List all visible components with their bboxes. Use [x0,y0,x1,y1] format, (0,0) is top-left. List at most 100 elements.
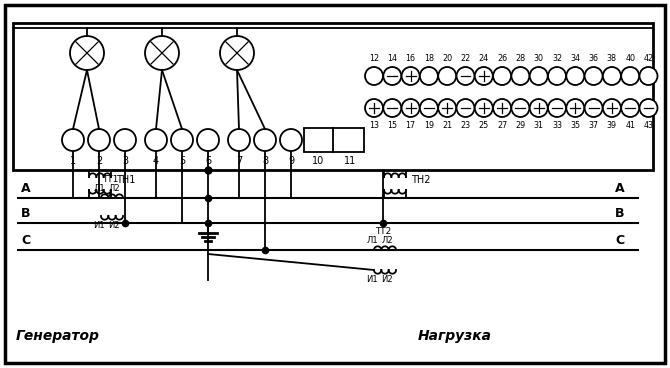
Text: 1: 1 [70,156,76,166]
Text: 2: 2 [96,156,102,166]
Circle shape [88,129,110,151]
Text: C: C [615,234,624,247]
Bar [304,128,364,152]
Text: 16: 16 [405,54,415,63]
Text: TT2: TT2 [375,227,391,236]
Circle shape [420,67,438,85]
Text: 13: 13 [369,121,379,130]
Text: Генератор: Генератор [16,329,100,343]
Text: 39: 39 [607,121,617,130]
Circle shape [603,99,621,117]
Text: 23: 23 [460,121,470,130]
Circle shape [530,67,547,85]
Circle shape [475,99,493,117]
Text: 29: 29 [515,121,525,130]
Text: 24: 24 [479,54,489,63]
Text: 12: 12 [369,54,379,63]
Circle shape [114,129,136,151]
Circle shape [70,36,104,70]
Text: 28: 28 [515,54,525,63]
Text: 10: 10 [312,156,324,166]
Circle shape [621,99,639,117]
Circle shape [438,67,456,85]
Circle shape [639,99,657,117]
Circle shape [603,67,621,85]
Circle shape [493,99,511,117]
Circle shape [493,67,511,85]
Text: TT1: TT1 [102,175,118,184]
Text: Л2: Л2 [381,236,393,245]
Circle shape [383,99,401,117]
Text: 43: 43 [643,121,653,130]
Circle shape [228,129,250,151]
Text: 4: 4 [153,156,159,166]
Text: C: C [21,234,30,247]
Circle shape [401,67,419,85]
Circle shape [566,67,584,85]
Circle shape [456,99,474,117]
Circle shape [145,36,179,70]
Text: 42: 42 [643,54,653,63]
Text: 15: 15 [387,121,397,130]
Circle shape [62,129,84,151]
Text: B: B [21,207,31,220]
Text: И2: И2 [381,275,393,284]
Text: 36: 36 [589,54,598,63]
Circle shape [548,99,566,117]
Text: 26: 26 [497,54,507,63]
Circle shape [280,129,302,151]
Text: 17: 17 [405,121,415,130]
Circle shape [511,67,529,85]
Circle shape [365,99,383,117]
Circle shape [383,67,401,85]
Circle shape [420,99,438,117]
Circle shape [365,67,383,85]
Text: 35: 35 [570,121,580,130]
Circle shape [197,129,219,151]
Text: 33: 33 [552,121,562,130]
Circle shape [511,99,529,117]
Circle shape [456,67,474,85]
Text: A: A [615,182,624,195]
Text: A: A [21,182,31,195]
Text: 9: 9 [288,156,294,166]
Text: 19: 19 [424,121,434,130]
Text: 38: 38 [607,54,617,63]
Circle shape [548,67,566,85]
Text: 14: 14 [387,54,397,63]
Text: 6: 6 [205,156,211,166]
Text: 21: 21 [442,121,452,130]
Text: B: B [615,207,624,220]
Text: И1: И1 [93,221,105,230]
Text: 37: 37 [588,121,599,130]
Circle shape [585,67,602,85]
Text: 41: 41 [625,121,635,130]
Circle shape [530,99,547,117]
Text: 25: 25 [478,121,489,130]
Text: 20: 20 [442,54,452,63]
Bar [13,23,653,170]
Circle shape [566,99,584,117]
Circle shape [220,36,254,70]
Text: Л1: Л1 [93,184,105,193]
Text: 18: 18 [424,54,434,63]
Text: 7: 7 [236,156,242,166]
Text: TH2: TH2 [411,175,431,185]
Circle shape [401,99,419,117]
Circle shape [475,67,493,85]
Text: 30: 30 [534,54,543,63]
Circle shape [438,99,456,117]
Circle shape [585,99,602,117]
Text: Нагрузка: Нагрузка [418,329,492,343]
Circle shape [171,129,193,151]
Circle shape [145,129,167,151]
Circle shape [254,129,276,151]
Text: TH1: TH1 [116,175,135,185]
Circle shape [621,67,639,85]
Circle shape [639,67,657,85]
Text: 32: 32 [552,54,562,63]
Text: Л2: Л2 [108,184,120,193]
Text: И1: И1 [366,275,378,284]
Text: И2: И2 [108,221,120,230]
Text: 5: 5 [179,156,185,166]
